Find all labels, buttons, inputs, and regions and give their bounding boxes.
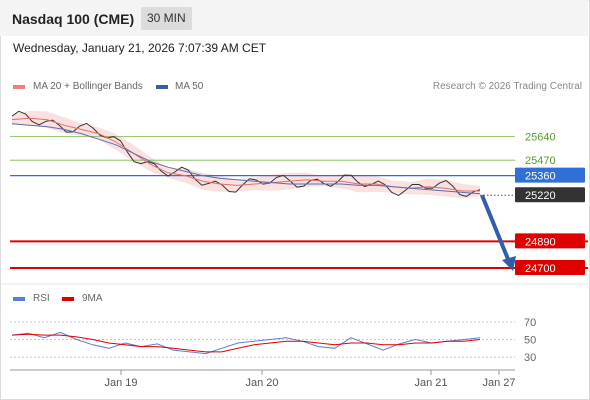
rsi-legend-label: RSI xyxy=(33,293,50,304)
level-label-25470: 25470 xyxy=(525,155,556,167)
chart-title: Nasdaq 100 (CME) xyxy=(12,11,135,27)
rsi-ma-line xyxy=(11,333,481,353)
chart-datetime: Wednesday, January 21, 2026 7:07:39 AM C… xyxy=(13,41,267,55)
level-label-24700: 24700 xyxy=(525,263,556,275)
rsi-tick-70: 70 xyxy=(524,317,536,329)
level-label-25360: 25360 xyxy=(525,171,556,183)
rsi-legend-swatch xyxy=(13,297,25,301)
timeframe-button[interactable]: 30 MIN xyxy=(141,7,192,30)
forecast-arrow-shaft xyxy=(480,194,512,265)
x-label-3: Jan 27 xyxy=(482,377,515,389)
chart-header: Nasdaq 100 (CME) 30 MIN xyxy=(0,0,588,36)
chart-credit: Research © 2026 Trading Central xyxy=(432,81,582,92)
x-label-1: Jan 20 xyxy=(245,377,278,389)
level-badge-25360 xyxy=(515,167,585,183)
rsi-ma-legend-swatch xyxy=(62,297,74,301)
x-label-0: Jan 19 xyxy=(104,377,137,389)
bollinger-band xyxy=(12,111,480,198)
forecast-arrow-head xyxy=(502,256,516,271)
ma50-line xyxy=(11,123,481,195)
ma50-legend-swatch xyxy=(156,85,168,89)
rsi-tick-50: 50 xyxy=(524,335,536,347)
ma20-legend-swatch xyxy=(13,85,25,89)
level-badge-24700 xyxy=(515,260,585,275)
level-badge-24890 xyxy=(515,233,585,249)
level-label-24890: 24890 xyxy=(525,236,556,248)
rsi-ma-legend-label: 9MA xyxy=(82,293,103,304)
price-line xyxy=(11,110,481,197)
rsi-line xyxy=(11,331,481,355)
rsi-tick-30: 30 xyxy=(524,352,536,364)
level-label-25220: 25220 xyxy=(525,190,556,202)
level-badge-25220 xyxy=(515,187,585,203)
level-label-25640: 25640 xyxy=(525,131,556,143)
x-label-2: Jan 21 xyxy=(414,377,447,389)
ma50-legend-label: MA 50 xyxy=(175,81,204,92)
ma20-legend-label: MA 20 + Bollinger Bands xyxy=(33,81,143,92)
